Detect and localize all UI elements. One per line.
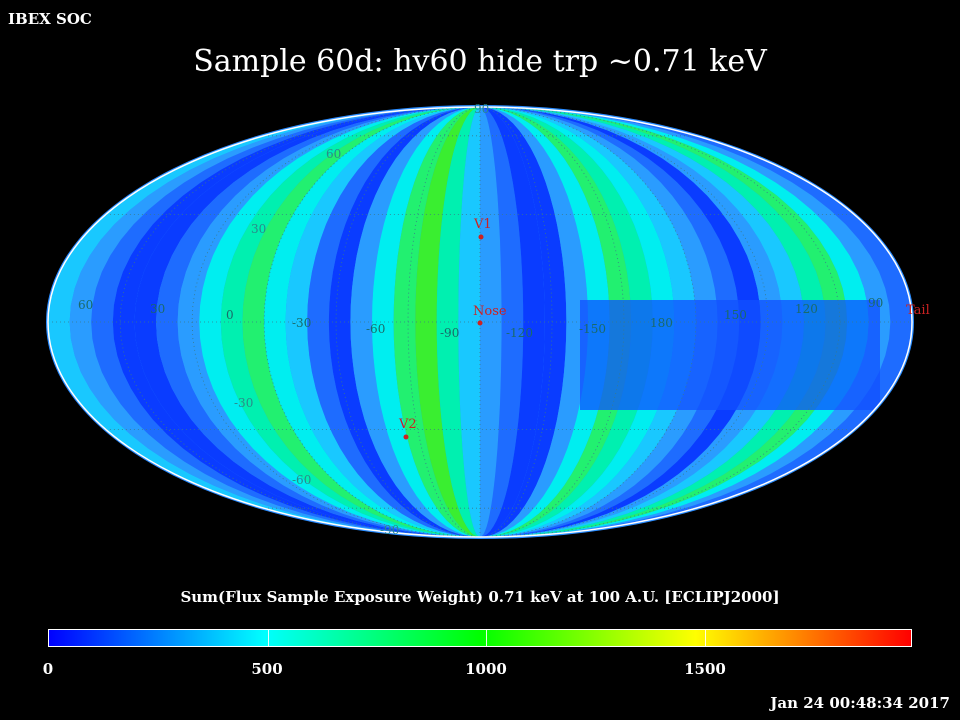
colorbar-ticklabel-0: 0 <box>42 660 54 678</box>
soc-label: IBEX SOC <box>8 10 92 28</box>
lon-label-60: 60 <box>78 298 93 312</box>
lat-label-60: 60 <box>326 147 341 161</box>
lon-label-neg60: -60 <box>366 322 385 336</box>
colorbar <box>48 629 912 647</box>
flux-band <box>480 107 588 537</box>
flux-band <box>480 107 567 537</box>
marker-label-nose: Nose <box>473 304 507 319</box>
timestamp: Jan 24 00:48:34 2017 <box>770 694 950 712</box>
flux-band <box>372 107 480 537</box>
flux-band <box>480 107 632 537</box>
lon-label-120: 120 <box>795 302 818 316</box>
lat-label-30: 30 <box>251 222 266 236</box>
lon-labels: 60 30 0 -30 -60 -90 -120 -150 180 150 12… <box>78 296 883 340</box>
lon-label-neg120: -120 <box>506 326 533 340</box>
lon-label-180: 180 <box>650 316 673 330</box>
marker-label-tail: Tail <box>906 303 930 318</box>
lon-label-90: 90 <box>868 296 883 310</box>
flux-bands <box>48 107 912 537</box>
lon-label-neg150: -150 <box>579 322 606 336</box>
flux-band <box>393 107 480 537</box>
colorbar-label: Sum(Flux Sample Exposure Weight) 0.71 ke… <box>180 588 780 606</box>
flux-band <box>415 107 480 537</box>
lat-label-neg90: -90 <box>380 523 399 537</box>
map-title: Sample 60d: hv60 hide trp ~0.71 keV <box>193 44 767 79</box>
lon-label-150: 150 <box>724 308 747 322</box>
lat-label-90: 90 <box>474 102 489 116</box>
flux-band <box>480 107 545 537</box>
lon-label-0: 0 <box>226 308 234 322</box>
colorbar-ticklabel-500: 500 <box>251 660 283 678</box>
flux-band <box>480 107 502 537</box>
colorbar-tick <box>486 630 488 646</box>
lat-label-neg30: -30 <box>234 396 253 410</box>
marker-label-v1: V1 <box>473 217 492 232</box>
lat-labels: 90 60 30 -30 -60 -90 <box>234 102 489 537</box>
lon-label-neg90: -90 <box>440 326 459 340</box>
marker-v1 <box>478 234 484 240</box>
colorbar-tick <box>704 630 706 646</box>
lon-label-30: 30 <box>150 302 165 316</box>
marker-v2 <box>403 434 409 440</box>
lat-label-neg60: -60 <box>292 473 311 487</box>
lon-label-neg30: -30 <box>292 316 311 330</box>
marker-label-v2: V2 <box>398 417 417 432</box>
marker-nose <box>477 320 483 326</box>
sky-map: 90 60 30 -30 -60 -90 60 30 0 -30 -60 -90… <box>46 102 930 539</box>
flux-band <box>480 107 610 537</box>
colorbar-ticklabel-1000: 1000 <box>465 660 507 678</box>
map-outline <box>47 106 913 538</box>
longitude-line <box>479 107 553 537</box>
markers: V1 Nose V2 Tail <box>398 217 930 440</box>
colorbar-ticklabel-1500: 1500 <box>684 660 726 678</box>
flux-patch <box>580 300 880 410</box>
flux-band <box>480 107 524 537</box>
colorbar-tick <box>267 630 269 646</box>
